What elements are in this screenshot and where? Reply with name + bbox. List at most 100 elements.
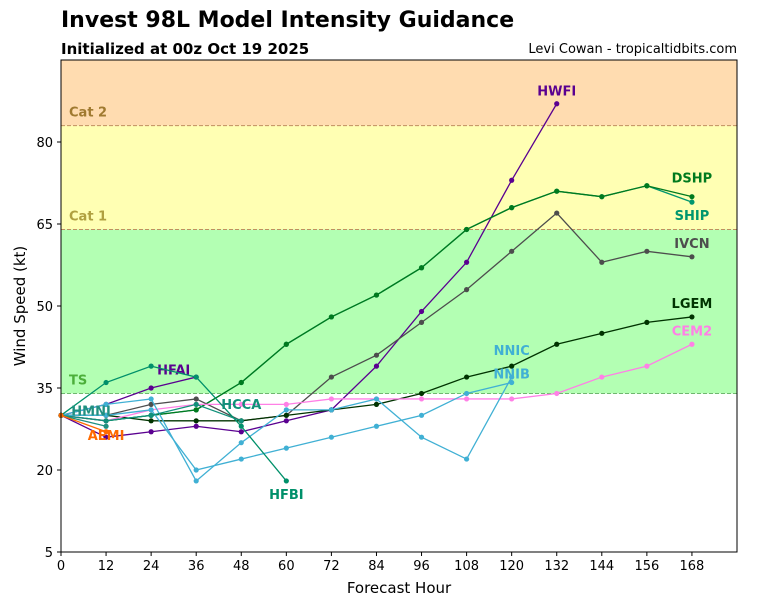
series-label-ivcn: IVCN bbox=[674, 237, 709, 252]
x-tick-label: 12 bbox=[98, 559, 115, 574]
series-label-aemi: AEMI bbox=[88, 429, 125, 444]
data-point-dshp bbox=[238, 379, 244, 386]
data-point-hwfi bbox=[554, 101, 560, 107]
series-label-lgem: LGEM bbox=[672, 297, 713, 312]
series-label-hfbi: HFBI bbox=[269, 488, 304, 503]
data-point-nnib bbox=[148, 407, 154, 413]
data-point-lgem bbox=[599, 330, 605, 336]
data-point-hfbi bbox=[103, 379, 109, 386]
chart-subtitle: Initialized at 00z Oct 19 2025 bbox=[61, 40, 310, 58]
data-point-lgem bbox=[554, 341, 560, 347]
data-point-nnib bbox=[328, 434, 334, 440]
data-point-ivcn bbox=[418, 319, 425, 325]
data-point-nnic bbox=[193, 478, 199, 484]
data-point-nnic bbox=[283, 407, 289, 413]
series-line-hfbi bbox=[60, 365, 287, 482]
data-point-ivcn bbox=[644, 248, 650, 254]
data-point-aemi bbox=[103, 429, 109, 435]
data-point-nnib bbox=[464, 390, 470, 397]
series-label-cem2: CEM2 bbox=[672, 324, 712, 339]
data-point-hwfi bbox=[464, 259, 470, 265]
y-tick-label: 35 bbox=[36, 382, 53, 397]
data-point-hfbi bbox=[283, 478, 289, 484]
data-point-nnib bbox=[193, 467, 199, 473]
data-point-dshp bbox=[328, 314, 334, 320]
data-point-cem2 bbox=[418, 396, 425, 402]
series-label-dshp: DSHP bbox=[672, 172, 713, 187]
x-tick-label: 84 bbox=[368, 559, 385, 574]
x-tick-label: 48 bbox=[233, 559, 250, 574]
data-point-cem2 bbox=[464, 396, 470, 402]
data-point-ivcn bbox=[509, 248, 515, 254]
series-label-hfai: HFAI bbox=[157, 363, 190, 378]
band-1 bbox=[61, 125, 737, 230]
chart-credit: Levi Cowan - tropicaltidbits.com bbox=[528, 42, 737, 57]
series-line-hmni bbox=[60, 414, 107, 427]
data-point-hwfi bbox=[193, 423, 199, 429]
data-point-cem2 bbox=[689, 341, 695, 347]
data-point-hwfi bbox=[373, 363, 380, 369]
series-label-hmni: HMNI bbox=[71, 404, 111, 419]
data-point-nnic bbox=[148, 396, 154, 402]
data-point-dshp bbox=[509, 205, 515, 211]
data-point-hwfi bbox=[103, 434, 109, 440]
data-point-hcca bbox=[193, 401, 199, 407]
data-point-lgem bbox=[373, 401, 380, 407]
data-point-ivcn bbox=[193, 396, 199, 402]
data-point-cem2 bbox=[283, 401, 289, 407]
data-point-dshp bbox=[373, 292, 380, 298]
data-point-nnib bbox=[509, 379, 515, 386]
data-point-nnic bbox=[464, 456, 470, 462]
data-point-nnic bbox=[328, 407, 334, 413]
data-point-dshp bbox=[599, 194, 605, 200]
x-axis-label: Forecast Hour bbox=[347, 579, 452, 597]
data-point-cem2 bbox=[644, 363, 650, 369]
data-point-hfbi bbox=[193, 374, 199, 380]
x-tick-label: 156 bbox=[634, 559, 659, 574]
data-point-cem2 bbox=[599, 374, 605, 380]
x-tick-label: 168 bbox=[680, 559, 705, 574]
series-label-hwfi: HWFI bbox=[537, 85, 576, 100]
data-point-hcca bbox=[148, 412, 154, 418]
data-point-nnic bbox=[418, 434, 425, 440]
data-point-hmni bbox=[103, 423, 109, 429]
x-tick-label: 0 bbox=[57, 559, 65, 574]
data-point-cem2 bbox=[509, 396, 515, 402]
band-label-1: Cat 1 bbox=[69, 209, 107, 224]
series-line-hwfi bbox=[60, 103, 558, 438]
data-point-dshp bbox=[418, 265, 425, 271]
data-point-lgem bbox=[418, 390, 425, 397]
band-2 bbox=[61, 60, 737, 126]
data-point-nnic bbox=[103, 401, 109, 407]
band-label-2: Cat 2 bbox=[69, 106, 107, 121]
data-point-lgem bbox=[689, 314, 695, 320]
x-tick-label: 120 bbox=[499, 559, 524, 574]
chart-title: Invest 98L Model Intensity Guidance bbox=[61, 8, 515, 33]
data-point-nnic bbox=[509, 374, 515, 380]
data-point-ivcn bbox=[554, 210, 560, 216]
data-point-hwfi bbox=[418, 308, 425, 315]
x-tick-label: 144 bbox=[589, 559, 614, 574]
data-point-hwfi bbox=[238, 429, 244, 435]
data-point-lgem bbox=[644, 319, 650, 325]
data-point-lgem bbox=[148, 418, 154, 424]
data-point-ivcn bbox=[464, 287, 470, 293]
x-tick-label: 60 bbox=[278, 559, 295, 574]
data-point-nnib bbox=[418, 412, 425, 418]
data-point-hfbi bbox=[148, 363, 154, 369]
data-point-ivcn bbox=[599, 259, 605, 265]
data-point-hcca bbox=[238, 418, 244, 424]
data-point-dshp bbox=[644, 183, 650, 189]
series-label-hcca: HCCA bbox=[221, 398, 261, 413]
data-point-nnic bbox=[238, 440, 244, 446]
data-point-nnib bbox=[103, 412, 109, 418]
data-point-dshp bbox=[689, 194, 695, 200]
data-point-ivcn bbox=[689, 254, 695, 260]
x-tick-label: 96 bbox=[413, 559, 430, 574]
x-tick-label: 132 bbox=[544, 559, 569, 574]
data-point-ship bbox=[689, 199, 695, 205]
series-label-nnic: NNIC bbox=[494, 344, 530, 359]
series-label-nnib: NNIB bbox=[493, 368, 530, 383]
